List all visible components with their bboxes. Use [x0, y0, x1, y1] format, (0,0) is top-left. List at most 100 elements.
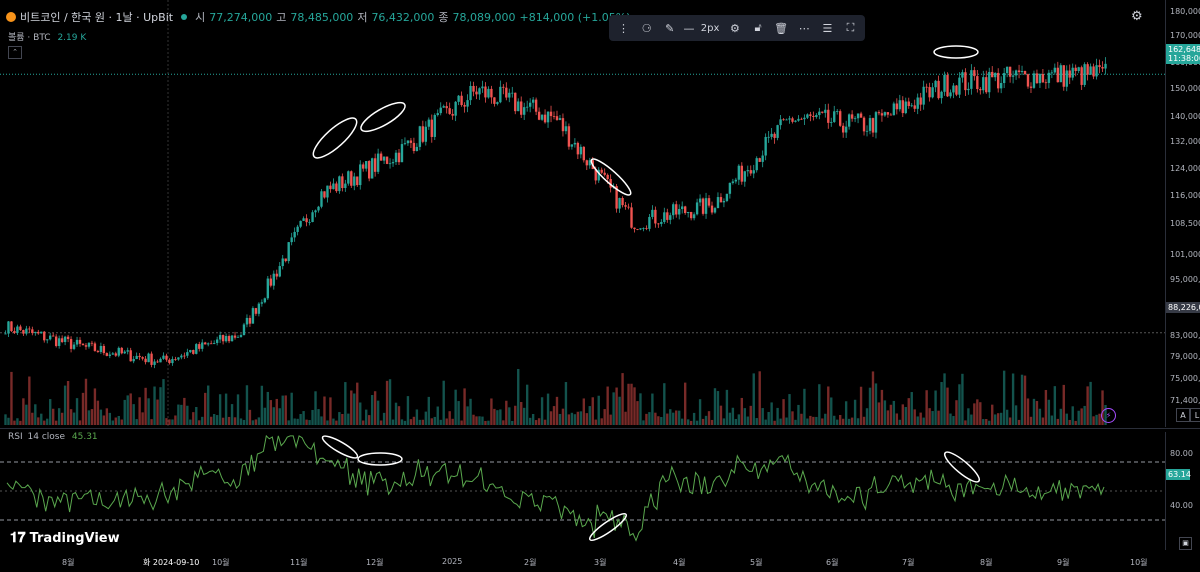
candle [552, 111, 556, 120]
volume-label: 볼륨 · BTC [8, 33, 51, 43]
object-tree-icon[interactable]: ☰ [822, 21, 833, 35]
settings-gear-icon[interactable]: ⚙ [730, 21, 740, 35]
candle [621, 196, 624, 208]
candle [967, 82, 970, 95]
rsi-legend[interactable]: RSI 14 close 45.31 [8, 432, 98, 442]
candle [81, 343, 85, 346]
fullscreen-frame-icon[interactable]: ⛶ [846, 21, 855, 34]
drag-handle-icon[interactable]: ⋮ [618, 21, 630, 35]
candle [856, 113, 860, 124]
auto-scale-button[interactable]: A [1176, 408, 1190, 422]
candle [484, 82, 487, 103]
volume-bar [830, 397, 833, 425]
candle [821, 111, 824, 114]
candle [204, 341, 207, 345]
pencil-color-icon[interactable]: ✎ [665, 21, 675, 35]
volume-bar [156, 399, 159, 425]
volume-bar [523, 407, 526, 425]
price-chart[interactable] [0, 0, 1165, 427]
volume-bar [573, 414, 577, 425]
candle [648, 214, 651, 232]
rsi-chart[interactable] [0, 432, 1165, 550]
candle [365, 161, 368, 172]
candle [517, 98, 520, 112]
candle [239, 333, 243, 338]
volume-bar [406, 396, 410, 425]
annotation-ellipse [360, 101, 406, 133]
candle [874, 111, 878, 139]
line-width-icon[interactable]: — [683, 21, 695, 35]
candle [111, 352, 114, 355]
volume-bar [728, 412, 732, 425]
candle [209, 340, 213, 345]
volume-bar [934, 390, 937, 425]
candle [803, 114, 806, 125]
candle [463, 102, 466, 113]
rsi-pane[interactable] [0, 432, 1165, 550]
volume-bar [815, 416, 818, 425]
volume-bar [549, 411, 553, 425]
volume-legend[interactable]: 볼륨 · BTC 2.19 K ⌃ [8, 30, 86, 59]
candle [207, 342, 210, 347]
annotation-ellipse [321, 435, 359, 459]
candle [511, 86, 514, 98]
close-label: 종 [438, 11, 449, 24]
collapse-chevron-icon[interactable]: ⌃ [8, 46, 22, 59]
volume-bar [895, 413, 899, 425]
time-axis-label: 11월 [290, 558, 308, 567]
candle [448, 102, 451, 115]
candle [99, 342, 103, 354]
volume-bar [964, 420, 967, 425]
lock-icon[interactable]: 🔓︎ [754, 21, 762, 34]
pane-separator[interactable] [0, 428, 1200, 429]
candle [827, 103, 830, 129]
candle [129, 347, 132, 362]
candle [534, 97, 538, 116]
date-range-icon[interactable]: ▣ [1179, 537, 1192, 550]
trash-icon[interactable]: 🗑︎ [774, 21, 789, 35]
candle [22, 329, 25, 336]
volume-bar [928, 408, 931, 425]
volume-bar [7, 417, 10, 425]
volume-bar [576, 411, 580, 425]
freehand-annotations [312, 45, 979, 196]
candle [25, 325, 28, 336]
candle [740, 162, 744, 185]
candle [445, 101, 448, 114]
volume-bar [880, 389, 884, 425]
more-options-icon[interactable]: ⋯ [798, 21, 810, 35]
candle [1002, 67, 1006, 89]
volume-bar [654, 412, 657, 425]
candle [934, 79, 937, 93]
volume-bar [809, 415, 812, 425]
volume-bar [293, 418, 296, 425]
log-scale-button[interactable]: L [1190, 408, 1200, 422]
volume-bar [821, 418, 824, 425]
line-width-value[interactable]: 2px [700, 22, 720, 34]
settings-gear-icon[interactable]: ⚙ [1131, 9, 1143, 24]
symbol-title[interactable]: 비트코인 / 한국 원 · 1날 · UpBit [20, 11, 174, 24]
open-value: 77,274,000 [209, 10, 273, 24]
candle [233, 331, 237, 340]
price-axis-tick: 150,000, [1170, 84, 1200, 93]
price-chart-pane[interactable] [0, 0, 1165, 427]
templates-icon[interactable]: ⚆ [641, 21, 652, 35]
volume-bar [311, 409, 314, 425]
candle [353, 172, 356, 191]
candle [195, 343, 198, 355]
candle [1074, 64, 1077, 77]
candle [1077, 66, 1080, 74]
volume-bar [865, 408, 869, 425]
candle [567, 123, 571, 150]
rsi-axis[interactable]: 80.00 40.00 [1165, 432, 1200, 550]
lightning-icon[interactable]: ⚡ [1101, 408, 1116, 423]
volume-bar [913, 409, 916, 425]
volume-bar [171, 419, 174, 425]
volume-bar [758, 371, 761, 425]
candle [943, 71, 946, 96]
candle [13, 327, 16, 334]
time-axis[interactable]: 8월 10월 11월 12월 2025 2월 3월 4월 5월 6월 7월 8월 9월 10월 [0, 552, 1165, 572]
candle [788, 115, 791, 124]
time-axis-label: 6월 [826, 558, 839, 567]
price-axis[interactable]: 180,000,170,000,160,000,150,000,140,000,… [1165, 0, 1200, 427]
